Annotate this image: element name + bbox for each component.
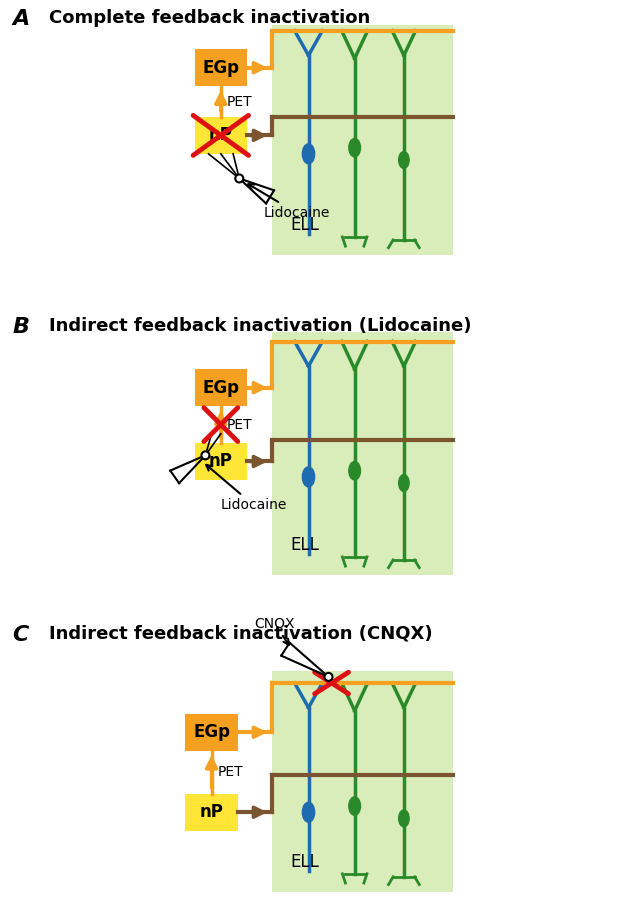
Bar	[271, 25, 453, 256]
Text: nP: nP	[200, 803, 223, 821]
Text: EGp: EGp	[193, 724, 230, 741]
Text: B: B	[12, 317, 30, 337]
Text: EGp: EGp	[202, 59, 239, 77]
Text: ELL: ELL	[290, 216, 319, 234]
Ellipse shape	[302, 144, 315, 163]
Text: C: C	[12, 625, 29, 644]
Text: A: A	[12, 9, 30, 30]
Circle shape	[235, 174, 243, 183]
Bar	[271, 671, 453, 893]
Text: PET: PET	[227, 94, 252, 109]
Bar	[186, 713, 238, 750]
Text: PET: PET	[227, 417, 252, 432]
Text: Lidocaine: Lidocaine	[206, 465, 287, 512]
Text: nP: nP	[209, 126, 233, 144]
Text: Indirect feedback inactivation (Lidocaine): Indirect feedback inactivation (Lidocain…	[49, 317, 472, 335]
Ellipse shape	[399, 151, 409, 169]
Circle shape	[201, 451, 209, 460]
Text: nP: nP	[209, 452, 233, 471]
Ellipse shape	[349, 138, 360, 157]
Ellipse shape	[349, 797, 360, 815]
Ellipse shape	[399, 474, 409, 491]
Text: CNQX: CNQX	[255, 617, 295, 645]
Ellipse shape	[349, 462, 360, 480]
Bar	[194, 443, 247, 480]
Circle shape	[325, 673, 333, 681]
Text: ELL: ELL	[290, 535, 319, 554]
Bar	[194, 49, 247, 86]
Text: Indirect feedback inactivation (CNQX): Indirect feedback inactivation (CNQX)	[49, 625, 433, 642]
Ellipse shape	[302, 802, 315, 822]
Ellipse shape	[302, 467, 315, 487]
Bar	[186, 794, 238, 831]
Text: PET: PET	[218, 765, 243, 779]
Ellipse shape	[399, 810, 409, 827]
Bar	[194, 369, 247, 406]
Bar	[194, 117, 247, 154]
Text: Lidocaine: Lidocaine	[248, 184, 330, 221]
Text: ELL: ELL	[290, 853, 319, 870]
Text: Complete feedback inactivation: Complete feedback inactivation	[49, 9, 371, 28]
Text: EGp: EGp	[202, 378, 239, 397]
Bar	[271, 332, 453, 575]
